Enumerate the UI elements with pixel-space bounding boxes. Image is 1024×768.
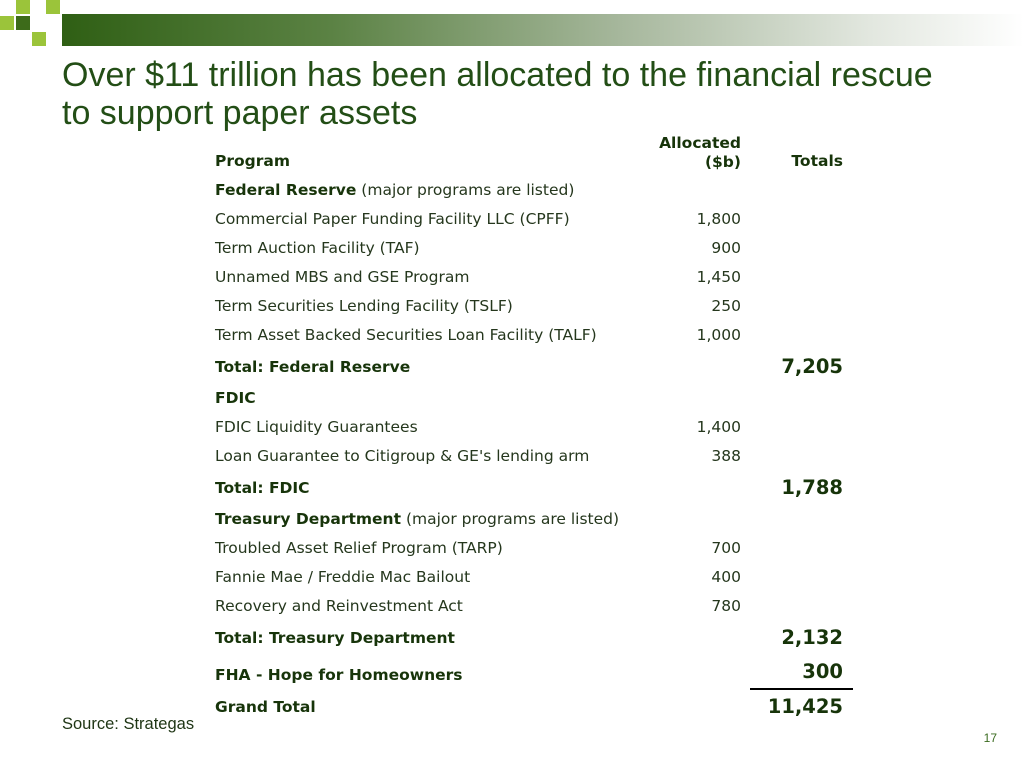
total-cell: 1,788 (781, 476, 843, 499)
program-cell: FDIC Liquidity Guarantees (215, 418, 418, 436)
section-title: FDIC (215, 389, 256, 407)
program-cell: Total: Federal Reserve (215, 358, 411, 376)
section-note: (major programs are listed) (405, 510, 620, 528)
program-cell: Term Securities Lending Facility (TSLF) (215, 297, 513, 315)
allocated-cell: 700 (711, 539, 741, 557)
logo-squares (0, 0, 62, 62)
program-cell: Unnamed MBS and GSE Program (215, 268, 470, 286)
table-row: Fannie Mae / Freddie Mac Bailout 400 (215, 565, 843, 589)
subtotal-row: Total: Federal Reserve 7,205 (215, 355, 843, 379)
header-allocated-line-2: ($b) (704, 153, 741, 171)
source-note: Source: Strategas (62, 715, 195, 733)
program-cell: Term Asset Backed Securities Loan Facili… (215, 326, 597, 344)
table-row: Recovery and Reinvestment Act 780 (215, 594, 843, 618)
header-program: Program (215, 152, 291, 170)
allocated-cell: 1,800 (696, 210, 741, 228)
program-cell: Recovery and Reinvestment Act (215, 597, 463, 615)
total-rule (750, 688, 853, 690)
subtotal-row: Total: Treasury Department 2,132 (215, 626, 843, 650)
logo-square (46, 0, 60, 14)
section-header-row: Treasury Department (major programs are l… (215, 507, 843, 531)
table-row: Term Securities Lending Facility (TSLF) … (215, 294, 843, 318)
slide-title-line-2: to support paper assets (62, 94, 418, 132)
table-row: FDIC Liquidity Guarantees 1,400 (215, 415, 843, 439)
table-row: Term Asset Backed Securities Loan Facili… (215, 323, 843, 347)
header-totals: Totals (791, 152, 843, 170)
program-cell: Treasury Department (major programs are l… (215, 507, 619, 531)
allocated-cell: 1,000 (696, 326, 741, 344)
program-cell: Loan Guarantee to Citigroup & GE's lendi… (215, 447, 590, 465)
allocated-cell: 1,450 (696, 268, 741, 286)
slide-title-line-1: Over $11 trillion has been allocated to … (62, 56, 933, 94)
total-cell: 7,205 (781, 355, 843, 378)
header-gradient-bar (62, 14, 1024, 46)
allocated-cell: 900 (711, 239, 741, 257)
table-row: Unnamed MBS and GSE Program 1,450 (215, 265, 843, 289)
program-cell: Fannie Mae / Freddie Mac Bailout (215, 568, 471, 586)
logo-square (16, 0, 30, 14)
program-cell: Commercial Paper Funding Facility LLC (C… (215, 210, 570, 228)
section-note: (major programs are listed) (361, 181, 575, 199)
logo-square (32, 32, 46, 46)
allocation-table: Program Allocated ($b) Totals Federal Re… (215, 0, 853, 768)
table-row: Loan Guarantee to Citigroup & GE's lendi… (215, 444, 843, 468)
logo-square (0, 16, 14, 30)
logo-square (16, 16, 30, 30)
subtotal-row: FHA - Hope for Homeowners 300 (215, 660, 843, 687)
table-row: Commercial Paper Funding Facility LLC (C… (215, 207, 843, 231)
section-header-row: Federal Reserve (major programs are liste… (215, 178, 843, 202)
total-cell: 300 (802, 660, 843, 683)
header-allocated-line-1: Allocated (659, 134, 741, 152)
page-number: 17 (983, 731, 997, 745)
allocated-cell: 400 (711, 568, 741, 586)
allocated-cell: 250 (711, 297, 741, 315)
allocated-cell: 388 (711, 447, 741, 465)
program-cell: Grand Total (215, 698, 316, 716)
program-cell: Total: FDIC (215, 479, 310, 497)
subtotal-row: Total: FDIC 1,788 (215, 476, 843, 500)
allocated-cell: 1,400 (696, 418, 741, 436)
slide-title: Over $11 trillion has been allocated to … (62, 56, 933, 132)
program-cell: Total: Treasury Department (215, 629, 455, 647)
section-title: Federal Reserve (215, 181, 357, 199)
program-cell: Federal Reserve (major programs are liste… (215, 178, 574, 202)
program-cell: Troubled Asset Relief Program (TARP) (215, 539, 503, 557)
section-header-row: FDIC (215, 386, 843, 410)
table-row: Troubled Asset Relief Program (TARP) 700 (215, 536, 843, 560)
grand-total-cell: 11,425 (767, 695, 843, 718)
table-row: Term Auction Facility (TAF) 900 (215, 236, 843, 260)
total-cell: 2,132 (781, 626, 843, 649)
allocated-cell: 780 (711, 597, 741, 615)
section-title: Treasury Department (215, 510, 401, 528)
program-cell: Term Auction Facility (TAF) (215, 239, 420, 257)
grand-total-row: Grand Total 11,425 (215, 695, 843, 719)
program-cell: FHA - Hope for Homeowners (215, 666, 463, 684)
